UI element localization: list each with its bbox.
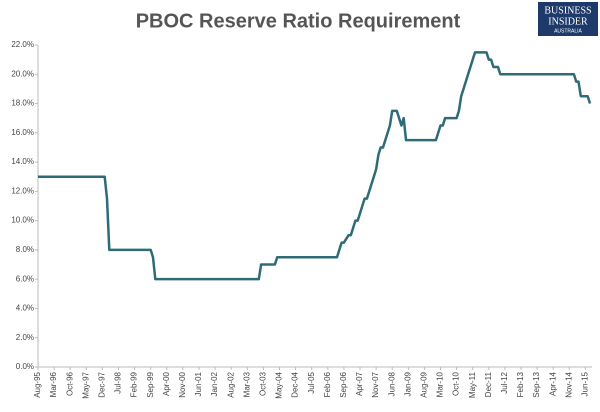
- x-tick-label: Mar-96: [49, 371, 58, 397]
- x-tick-label: Feb-06: [323, 371, 332, 397]
- x-tick-label: Aug-02: [226, 371, 235, 397]
- x-tick-label: Feb-99: [130, 371, 139, 397]
- x-tick-label: Jun-15: [581, 371, 590, 396]
- x-tick-label: Jun-01: [194, 371, 203, 396]
- y-tick-label: 22.0%: [11, 40, 34, 49]
- y-tick-label: 4.0%: [16, 304, 34, 313]
- x-tick-label: May-11: [468, 371, 477, 398]
- x-tick-label: Jan-02: [210, 371, 219, 396]
- y-tick-label: 16.0%: [11, 128, 34, 137]
- y-tick-label: 6.0%: [16, 274, 34, 283]
- x-tick-label: Oct-96: [65, 371, 74, 396]
- x-tick-label: Sep-06: [339, 371, 348, 397]
- y-tick-label: 2.0%: [16, 333, 34, 342]
- x-tick-label: May-97: [81, 371, 90, 398]
- y-tick-label: 14.0%: [11, 157, 34, 166]
- y-tick-label: 18.0%: [11, 99, 34, 108]
- x-tick-label: Dec-97: [98, 371, 107, 397]
- chart-title: PBOC Reserve Ratio Requirement: [136, 10, 461, 32]
- y-tick-label: 20.0%: [11, 69, 34, 78]
- x-tick-label: Feb-13: [516, 371, 525, 397]
- x-tick-label: Dec-11: [484, 371, 493, 397]
- x-tick-label: Nov-14: [564, 371, 573, 397]
- x-tick-label: Jul-98: [114, 371, 123, 393]
- x-tick-label: Nov-00: [178, 371, 187, 397]
- x-tick-label: Mar-03: [242, 371, 251, 397]
- x-tick-label: Jul-12: [500, 371, 509, 393]
- x-tick-label: Jun-08: [387, 371, 396, 396]
- x-tick-label: Sep-99: [146, 371, 155, 397]
- x-tick-label: Jul-05: [307, 371, 316, 393]
- x-tick-label: Apr-14: [548, 371, 557, 396]
- x-tick-label: Sep-13: [532, 371, 541, 397]
- x-tick-label: Aug-95: [33, 371, 42, 397]
- x-tick-label: Aug-09: [420, 371, 429, 397]
- x-tick-label: May-04: [275, 371, 284, 398]
- logo-text: BUSINESS: [544, 5, 591, 16]
- x-tick-label: Mar-10: [436, 371, 445, 397]
- y-tick-label: 0.0%: [16, 362, 34, 371]
- x-tick-label: Apr-00: [162, 371, 171, 396]
- data-line: [38, 51, 592, 281]
- x-tick-label: Apr-07: [355, 371, 364, 396]
- x-tick-label: Nov-07: [371, 371, 380, 397]
- logo-box: [538, 2, 598, 36]
- x-tick-label: Jan-09: [403, 371, 412, 396]
- x-tick-label: Oct-10: [452, 371, 461, 396]
- x-tick-label: Oct-03: [259, 371, 268, 396]
- y-tick-label: 8.0%: [16, 245, 34, 254]
- x-tick-label: Dec-04: [291, 371, 300, 397]
- y-tick-label: 10.0%: [11, 216, 34, 225]
- logo-text: AUSTRALIA: [554, 28, 582, 34]
- y-tick-label: 12.0%: [11, 186, 34, 195]
- logo-text: INSIDER: [548, 16, 588, 27]
